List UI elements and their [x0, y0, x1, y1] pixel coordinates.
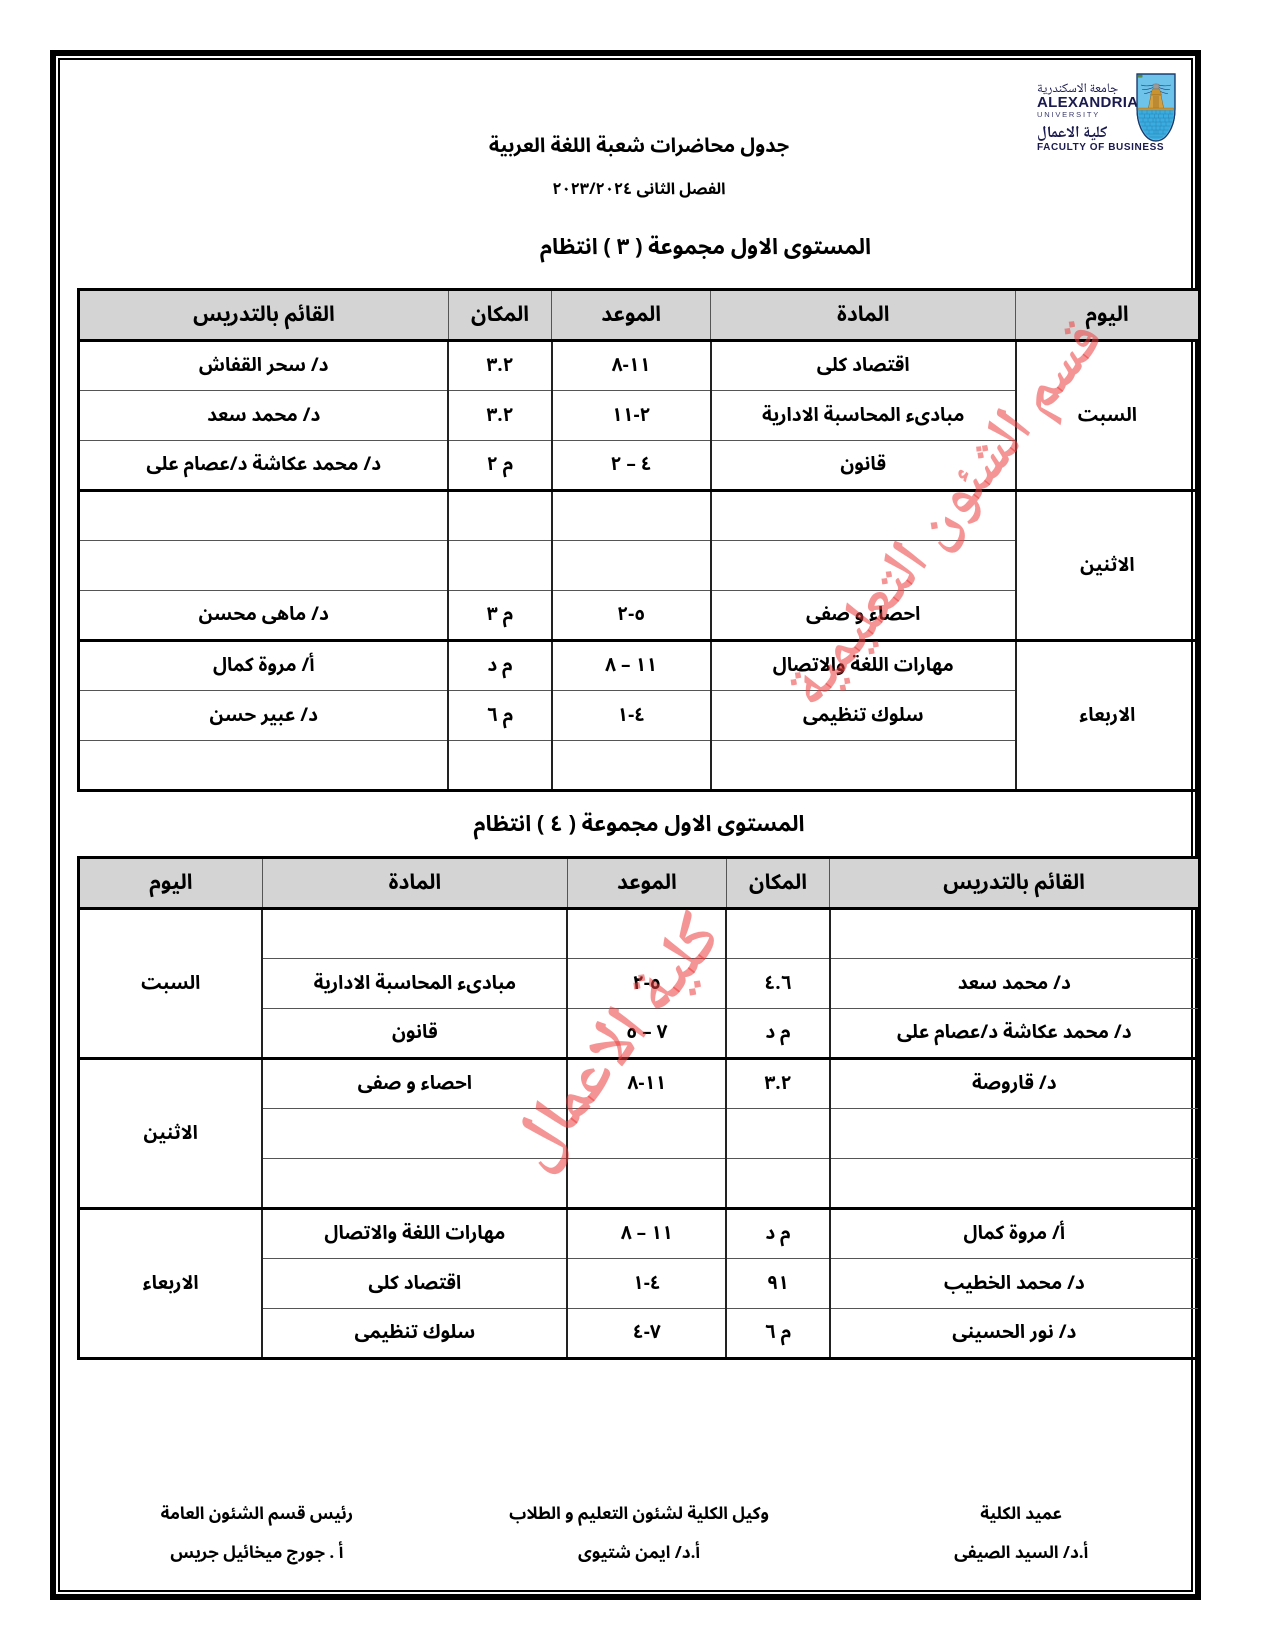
svg-text:UNIVERSITY: UNIVERSITY: [1037, 110, 1100, 119]
svg-text:ALEXANDRIA: ALEXANDRIA: [1037, 94, 1138, 111]
